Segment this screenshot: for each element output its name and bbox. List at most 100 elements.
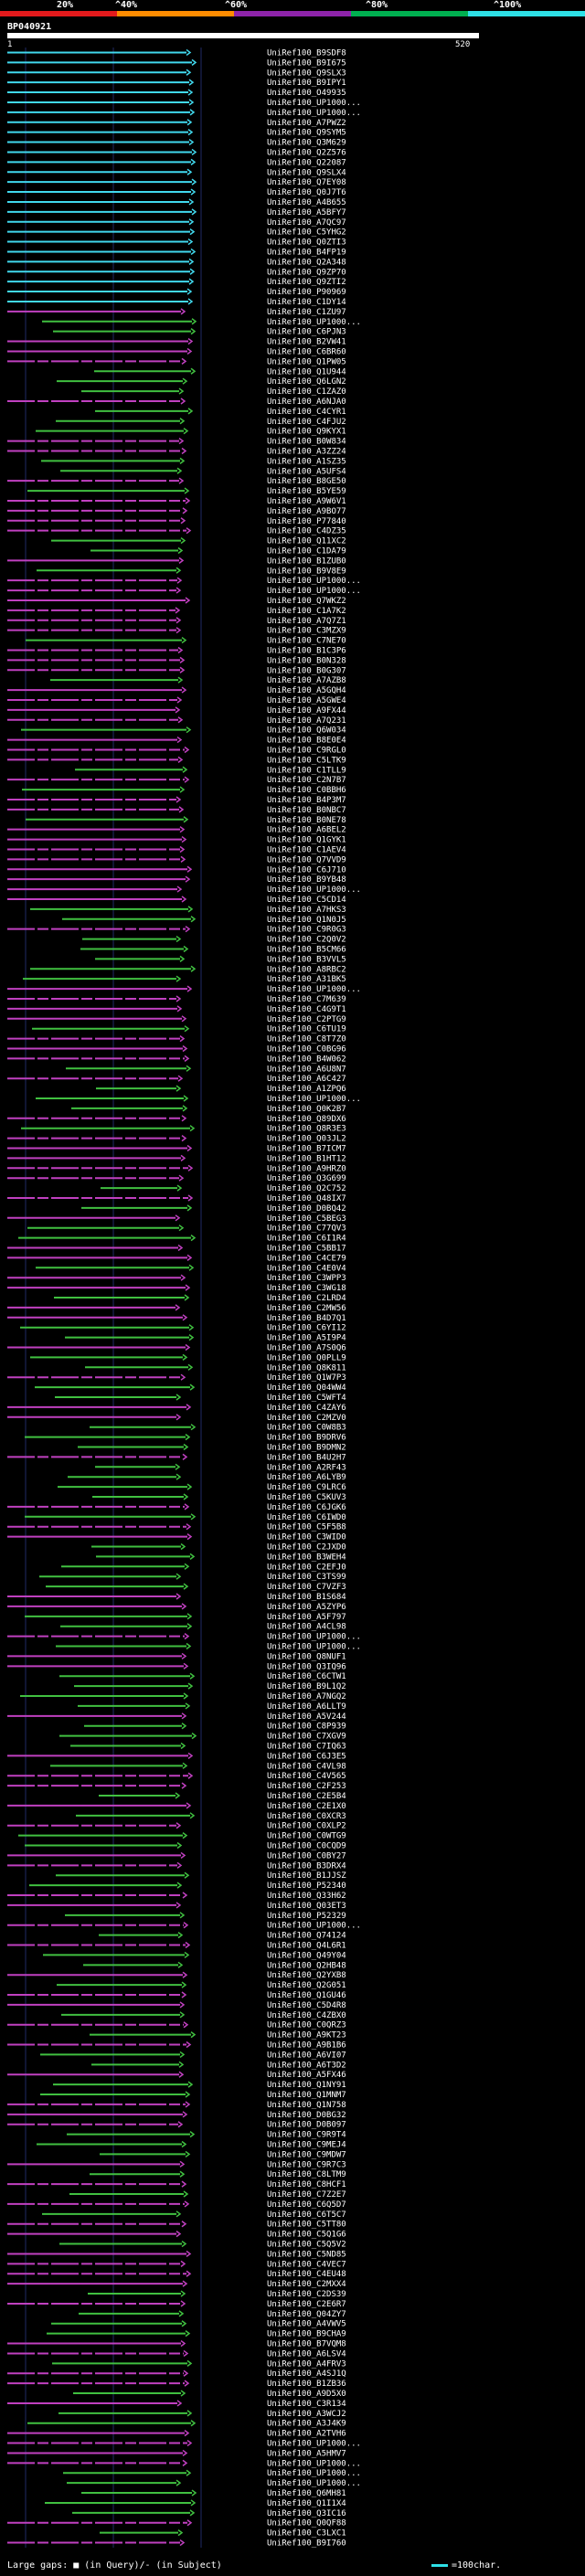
hit-label[interactable]: UniRef100_Q0ZTI3 — [267, 239, 346, 248]
hit-label[interactable]: UniRef100_A7AZB8 — [267, 676, 346, 685]
hit-label[interactable]: UniRef100_A8RBC2 — [267, 965, 346, 974]
hit-label[interactable]: UniRef100_C3LXC1 — [267, 2529, 346, 2539]
hit-label[interactable]: UniRef100_A9BO77 — [267, 507, 346, 516]
hit-label[interactable]: UniRef100_C6YI12 — [267, 1324, 346, 1333]
hit-label[interactable]: UniRef100_C2F253 — [267, 1782, 346, 1791]
hit-label[interactable]: UniRef100_Q48IX7 — [267, 1194, 346, 1203]
hit-label[interactable]: UniRef100_A4B655 — [267, 198, 346, 207]
hit-label[interactable]: UniRef100_C2E5B4 — [267, 1792, 346, 1801]
hit-label[interactable]: UniRef100_Q9KYX1 — [267, 428, 346, 437]
hit-label[interactable]: UniRef100_A3WCJ2 — [267, 2410, 346, 2419]
hit-label[interactable]: UniRef100_C3R134 — [267, 2400, 346, 2409]
hit-label[interactable]: UniRef100_P52340 — [267, 1882, 346, 1891]
hit-label[interactable]: UniRef100_C2DS39 — [267, 2290, 346, 2299]
hit-label[interactable]: UniRef100_C1TLL9 — [267, 766, 346, 775]
hit-label[interactable]: UniRef100_C5BEG3 — [267, 1214, 346, 1224]
hit-label[interactable]: UniRef100_UP1000... — [267, 1643, 361, 1652]
hit-label[interactable]: UniRef100_P90969 — [267, 288, 346, 297]
hit-label[interactable]: UniRef100_B4P3M7 — [267, 796, 346, 805]
hit-label[interactable]: UniRef100_C8T7Z0 — [267, 1035, 346, 1044]
hit-label[interactable]: UniRef100_B9I675 — [267, 58, 346, 68]
hit-label[interactable]: UniRef100_B3DRX4 — [267, 1861, 346, 1871]
hit-label[interactable]: UniRef100_Q3G699 — [267, 1174, 346, 1183]
hit-label[interactable]: UniRef100_A3J4K9 — [267, 2420, 346, 2429]
hit-label[interactable]: UniRef100_Q6W034 — [267, 726, 346, 736]
hit-label[interactable]: UniRef100_A7QC97 — [267, 218, 346, 228]
hit-label[interactable]: UniRef100_C2MXX4 — [267, 2280, 346, 2289]
hit-label[interactable]: UniRef100_B4FP19 — [267, 248, 346, 257]
hit-label[interactable]: UniRef100_Q3IQ96 — [267, 1662, 346, 1671]
hit-label[interactable]: UniRef100_Q04WW4 — [267, 1383, 346, 1393]
hit-label[interactable]: UniRef100_D0BG32 — [267, 2111, 346, 2120]
hit-label[interactable]: UniRef100_C1AEV4 — [267, 845, 346, 854]
hit-label[interactable]: UniRef100_B0N328 — [267, 656, 346, 665]
hit-label[interactable]: UniRef100_A6U8N7 — [267, 1065, 346, 1074]
hit-label[interactable]: UniRef100_Q9ZP70 — [267, 268, 346, 277]
hit-label[interactable]: UniRef100_UP1000... — [267, 1922, 361, 1931]
hit-label[interactable]: UniRef100_C5BB17 — [267, 1244, 346, 1253]
hit-label[interactable]: UniRef100_B7VQM8 — [267, 2340, 346, 2349]
hit-label[interactable]: UniRef100_Q8K811 — [267, 1363, 346, 1373]
hit-label[interactable]: UniRef100_Q2YXB8 — [267, 1971, 346, 1980]
hit-label[interactable]: UniRef100_UP1000... — [267, 2479, 361, 2488]
hit-label[interactable]: UniRef100_C4VEC7 — [267, 2260, 346, 2269]
hit-label[interactable]: UniRef100_C7Z2E7 — [267, 2190, 346, 2200]
hit-label[interactable]: UniRef100_A9FX44 — [267, 706, 346, 716]
hit-label[interactable]: UniRef100_A9B1B6 — [267, 2041, 346, 2051]
hit-label[interactable]: UniRef100_C5Q5V2 — [267, 2241, 346, 2250]
hit-label[interactable]: UniRef100_A4SJ1Q — [267, 2369, 346, 2379]
hit-label[interactable]: UniRef100_Q0PLL9 — [267, 1353, 346, 1362]
hit-label[interactable]: UniRef100_C5LTK9 — [267, 756, 346, 765]
hit-label[interactable]: UniRef100_B0NBC7 — [267, 806, 346, 815]
hit-label[interactable]: UniRef100_C1DA79 — [267, 546, 346, 556]
hit-label[interactable]: UniRef100_C4E0V4 — [267, 1264, 346, 1273]
hit-label[interactable]: UniRef100_UP1000... — [267, 1095, 361, 1104]
hit-label[interactable]: UniRef100_B9I760 — [267, 2539, 346, 2549]
hit-label[interactable]: UniRef100_Q4L6R1 — [267, 1942, 346, 1951]
hit-label[interactable]: UniRef100_C7XGV9 — [267, 1733, 346, 1742]
hit-label[interactable]: UniRef100_A5F797 — [267, 1613, 346, 1622]
hit-label[interactable]: UniRef100_B1JJSZ — [267, 1871, 346, 1881]
hit-label[interactable]: UniRef100_Q0K2B7 — [267, 1105, 346, 1114]
hit-label[interactable]: UniRef100_A4VWV5 — [267, 2320, 346, 2329]
hit-label[interactable]: UniRef100_Q0J7T6 — [267, 188, 346, 197]
hit-label[interactable]: UniRef100_A5ZYP6 — [267, 1603, 346, 1612]
hit-label[interactable]: UniRef100_B4U2H7 — [267, 1453, 346, 1462]
hit-label[interactable]: UniRef100_C2Q0V2 — [267, 936, 346, 945]
hit-label[interactable]: UniRef100_C5YHG2 — [267, 228, 346, 238]
hit-label[interactable]: UniRef100_C2MZV0 — [267, 1414, 346, 1423]
hit-label[interactable]: UniRef100_C6IWD0 — [267, 1513, 346, 1522]
hit-label[interactable]: UniRef100_B9DRV6 — [267, 1434, 346, 1443]
hit-label[interactable]: UniRef100_B1ZUB0 — [267, 557, 346, 566]
hit-label[interactable]: UniRef100_UP1000... — [267, 2459, 361, 2468]
hit-label[interactable]: UniRef100_C2LRD4 — [267, 1294, 346, 1303]
hit-label[interactable]: UniRef100_Q03JL2 — [267, 1135, 346, 1144]
hit-label[interactable]: UniRef100_Q7EY08 — [267, 178, 346, 187]
hit-label[interactable]: UniRef100_C4VL98 — [267, 1762, 346, 1771]
hit-label[interactable]: UniRef100_C7NE70 — [267, 637, 346, 646]
hit-label[interactable]: UniRef100_A1ZPQ6 — [267, 1085, 346, 1094]
hit-label[interactable]: UniRef100_B7ICM7 — [267, 1144, 346, 1153]
hit-label[interactable]: UniRef100_C2N7B7 — [267, 776, 346, 785]
hit-label[interactable]: UniRef100_A6LYB9 — [267, 1473, 346, 1482]
hit-label[interactable]: UniRef100_C4EU48 — [267, 2270, 346, 2279]
hit-label[interactable]: UniRef100_B4D7Q1 — [267, 1314, 346, 1323]
hit-label[interactable]: UniRef100_Q2HB48 — [267, 1961, 346, 1970]
hit-label[interactable]: UniRef100_C2MW56 — [267, 1304, 346, 1313]
hit-label[interactable]: UniRef100_B0G307 — [267, 666, 346, 675]
hit-label[interactable]: UniRef100_UP1000... — [267, 318, 361, 327]
hit-label[interactable]: UniRef100_UP1000... — [267, 885, 361, 895]
hit-label[interactable]: UniRef100_C5CD14 — [267, 896, 346, 905]
hit-label[interactable]: UniRef100_C0W8B3 — [267, 1424, 346, 1433]
hit-label[interactable]: UniRef100_C1A7K2 — [267, 607, 346, 616]
hit-label[interactable]: UniRef100_C9R9T4 — [267, 2131, 346, 2140]
hit-label[interactable]: UniRef100_C4CYR1 — [267, 408, 346, 417]
hit-label[interactable]: UniRef100_C0BBH6 — [267, 786, 346, 795]
hit-label[interactable]: UniRef100_C6PJN3 — [267, 328, 346, 337]
hit-label[interactable]: UniRef100_Q1U944 — [267, 367, 346, 376]
hit-label[interactable]: UniRef100_B1C3P6 — [267, 646, 346, 655]
hit-label[interactable]: UniRef100_Q9ZTI2 — [267, 278, 346, 287]
hit-label[interactable]: UniRef100_A5BFY7 — [267, 208, 346, 217]
hit-label[interactable]: UniRef100_C3WPP3 — [267, 1274, 346, 1283]
hit-label[interactable]: UniRef100_C5ND85 — [267, 2250, 346, 2259]
